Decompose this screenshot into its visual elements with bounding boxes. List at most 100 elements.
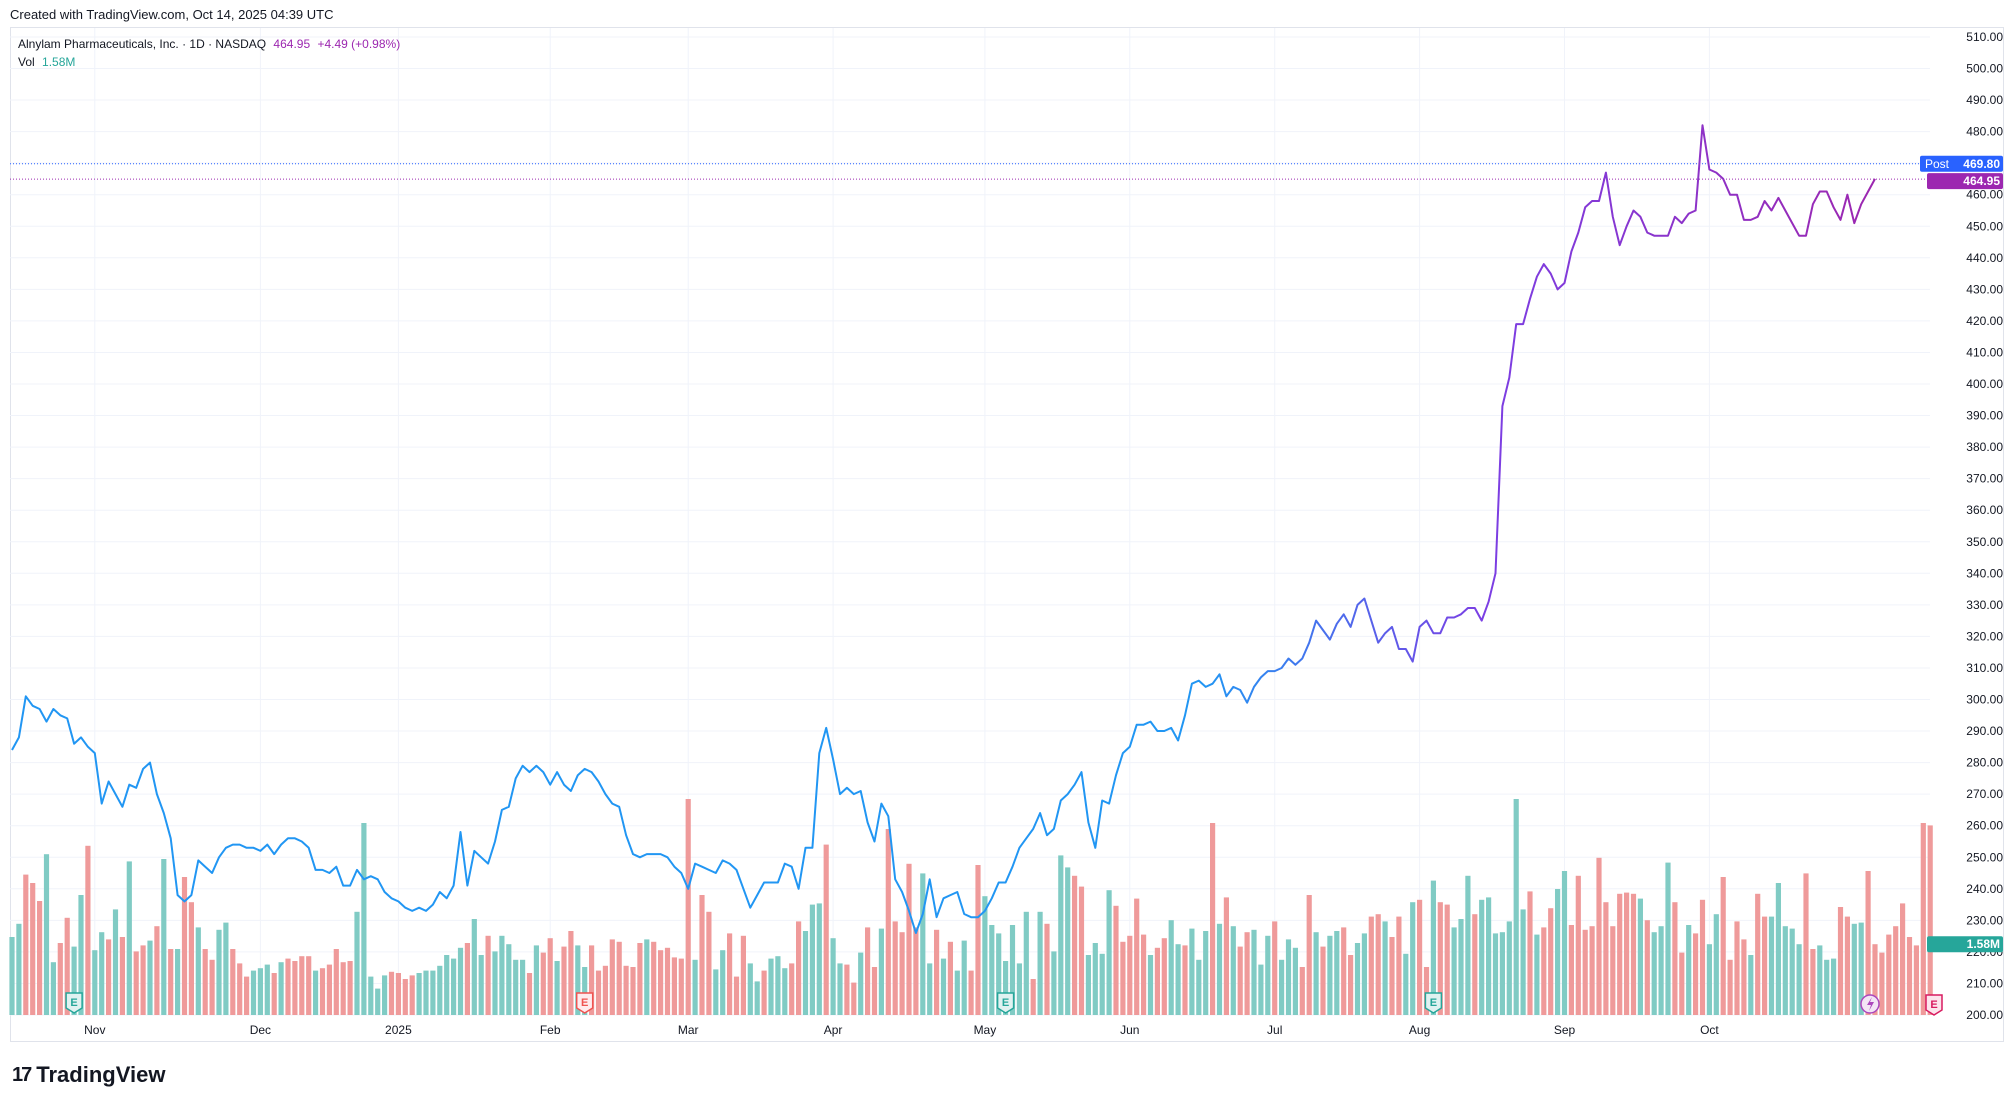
volume-bar (1361, 933, 1367, 1015)
volume-bar (181, 877, 188, 1015)
x-tick-label: Apr (824, 1023, 843, 1037)
volume-bar (1154, 947, 1160, 1015)
svg-text:E: E (70, 997, 77, 1009)
earnings-icon[interactable]: E (1424, 992, 1443, 1014)
legend-volume-value: 1.58M (42, 55, 76, 69)
volume-bar (768, 958, 774, 1015)
volume-bar (209, 959, 215, 1015)
volume-bar (1879, 952, 1885, 1015)
y-tick-label: 430.00 (1966, 282, 2003, 296)
legend-symbol[interactable]: Alnylam Pharmaceuticals, Inc. · 1D · NAS… (18, 37, 267, 51)
volume-bar (1444, 904, 1450, 1015)
volume-bar (1927, 825, 1933, 1015)
y-tick-label: 210.00 (1966, 976, 2003, 990)
volume-bar (1265, 935, 1271, 1015)
volume-bar (451, 958, 457, 1015)
volume-bar (395, 973, 401, 1015)
y-tick-label: 500.00 (1966, 62, 2003, 76)
post-tag-bg (1920, 155, 2003, 172)
volume-bar (1161, 938, 1167, 1015)
volume-bar (1900, 903, 1906, 1015)
volume-bar (1382, 921, 1388, 1015)
volume-bar (1568, 925, 1574, 1015)
volume-bar (1320, 946, 1326, 1015)
volume-bar (554, 961, 560, 1015)
volume-bar (271, 973, 277, 1015)
y-tick-label: 510.00 (1966, 30, 2003, 44)
volume-bar (485, 935, 491, 1015)
y-tick-label: 450.00 (1966, 219, 2003, 233)
volume-bar (1354, 943, 1361, 1015)
y-tick-label: 410.00 (1966, 345, 2003, 359)
volume-bar (1527, 891, 1533, 1015)
volume-bar (526, 973, 533, 1015)
volume-bar (278, 962, 284, 1015)
volume-bar (354, 911, 360, 1015)
volume-bar (1596, 857, 1602, 1015)
volume-bar (727, 933, 733, 1015)
volume-bar (934, 929, 940, 1015)
legend-volume-label[interactable]: Vol (18, 55, 35, 69)
x-tick-label: Feb (540, 1023, 561, 1037)
volume-bar (1223, 897, 1229, 1015)
volume-bar (1099, 953, 1105, 1015)
y-tick-label: 360.00 (1966, 503, 2003, 517)
volume-bar (1430, 880, 1436, 1015)
volume-bar (1561, 871, 1568, 1015)
y-tick-label: 480.00 (1966, 125, 2003, 139)
tradingview-logo[interactable]: 17 TradingView (12, 1062, 165, 1088)
volume-bar (1348, 955, 1354, 1015)
volume-bar (1893, 926, 1899, 1015)
y-tick-label: 420.00 (1966, 314, 2003, 328)
volume-bar (1686, 925, 1692, 1015)
volume-bar (713, 969, 719, 1015)
volume-bar (188, 902, 194, 1015)
volume-bar (809, 904, 815, 1015)
volume-bar (1458, 919, 1464, 1015)
price-volume-chart[interactable]: 510.00500.00490.00480.00470.00460.00450.… (0, 0, 2014, 1060)
volume-bar (1423, 967, 1430, 1015)
volume-bar (1299, 967, 1305, 1015)
volume-bar (616, 941, 622, 1015)
volume-bar (1679, 952, 1685, 1015)
volume-bar (878, 928, 884, 1015)
volume-bar (1610, 926, 1616, 1015)
volume-bar (1734, 921, 1740, 1015)
volume-bar (1513, 799, 1519, 1015)
earnings-icon[interactable]: E (65, 992, 83, 1014)
volume-bar (1920, 823, 1926, 1015)
volume-bar (1762, 916, 1768, 1015)
x-tick-label: Mar (678, 1023, 699, 1037)
volume-bar (989, 925, 995, 1015)
volume-bar (1755, 893, 1761, 1015)
volume-bar (1810, 949, 1816, 1015)
volume-bar (1624, 892, 1630, 1015)
price-reference-lines (10, 163, 1930, 180)
volume-bar (871, 967, 878, 1015)
volume-bar (437, 965, 443, 1015)
volume-bar (1775, 883, 1781, 1015)
future-earnings-icon[interactable]: E (1925, 994, 1943, 1016)
volume-bar (644, 939, 650, 1015)
volume-bar (1334, 931, 1340, 1015)
earnings-icon[interactable]: E (575, 992, 594, 1014)
volume-bar (375, 988, 381, 1015)
legend-symbol-row: Alnylam Pharmaceuticals, Inc. · 1D · NAS… (18, 35, 404, 53)
volume-bar (1589, 926, 1595, 1015)
volume-bar (1189, 928, 1195, 1015)
volume-bar (416, 973, 422, 1015)
volume-bar (444, 955, 450, 1015)
volume-bar (816, 903, 822, 1015)
volume-bar (1796, 944, 1802, 1015)
volume-bar (1534, 934, 1540, 1015)
volume-bar (57, 943, 63, 1015)
lightning-event-icon[interactable] (1860, 994, 1880, 1014)
volume-bar (1472, 914, 1478, 1015)
volume-bar (1506, 921, 1512, 1015)
earnings-icon[interactable]: E (996, 992, 1015, 1014)
volume-bar (1368, 916, 1374, 1015)
volume-bar (1451, 927, 1457, 1015)
volume-bar (1520, 909, 1526, 1015)
volume-bar (71, 946, 77, 1015)
volume-bar (175, 949, 181, 1015)
